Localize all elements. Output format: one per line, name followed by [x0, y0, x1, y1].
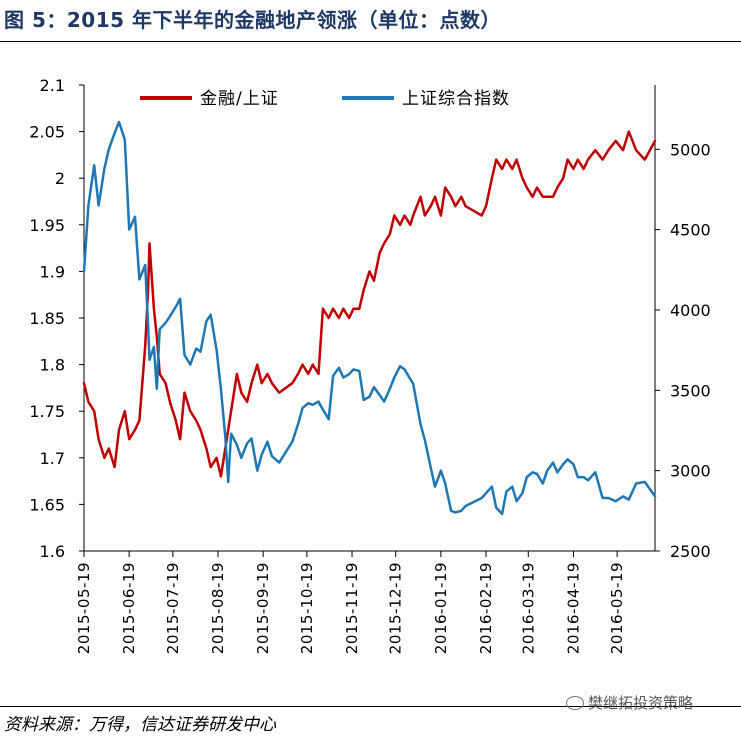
left-tick-label: 1.9	[40, 262, 65, 281]
x-tick-label: 2015-12-19	[387, 562, 405, 654]
legend-label: 上证综合指数	[402, 89, 510, 109]
left-tick-label: 1.85	[29, 309, 65, 328]
left-tick-label: 2.1	[40, 76, 65, 95]
series-line-shanghai-composite	[82, 120, 657, 516]
watermark-text: 樊继拓投资策略	[588, 694, 694, 712]
chart-axes: 1.6 1.65 1.7 1.75 1.8 1.85 1.9 1.95 2 2.05 2.1 2500…	[29, 76, 710, 654]
right-tick-label: 2500	[670, 542, 711, 561]
x-tick-label: 2015-05-19	[75, 562, 93, 654]
left-tick-label: 1.6	[40, 542, 65, 561]
series-layer	[82, 120, 657, 516]
x-tick-label: 2015-06-19	[120, 562, 138, 654]
x-tick-label: 2015-08-19	[209, 562, 227, 654]
chart-legend: 金融/上证 上证综合指数	[140, 89, 510, 109]
source-note: 资料来源：万得，信达证券研发中心	[4, 715, 276, 735]
left-tick-label: 1.7	[40, 449, 65, 468]
left-tick-label: 2	[55, 169, 65, 188]
footer-divider	[0, 706, 741, 707]
right-tick-label: 3500	[670, 381, 711, 400]
x-tick-label: 2016-02-19	[477, 562, 495, 654]
right-tick-label: 4000	[670, 301, 711, 320]
x-tick-label: 2016-03-19	[519, 562, 537, 654]
x-tick-label: 2016-05-19	[608, 562, 626, 654]
legend-label: 金融/上证	[200, 89, 279, 109]
line-chart: 1.6 1.65 1.7 1.75 1.8 1.85 1.9 1.95 2 2.05 2.1 2500…	[29, 76, 710, 654]
right-tick-label: 3000	[670, 462, 711, 481]
left-tick-label: 1.8	[40, 356, 65, 375]
x-tick-label: 2015-09-19	[254, 562, 272, 654]
series-line-finance-ratio	[82, 130, 657, 478]
x-tick-label: 2016-04-19	[564, 562, 582, 654]
title-divider	[0, 41, 741, 42]
chart-title: 图 5：2015 年下半年的金融地产领涨（单位：点数）	[4, 8, 502, 32]
left-tick-label: 2.05	[29, 123, 65, 142]
left-tick-label: 1.95	[29, 216, 65, 235]
right-tick-label: 4500	[670, 221, 711, 240]
x-tick-label: 2015-07-19	[164, 562, 182, 654]
right-tick-label: 5000	[670, 140, 711, 159]
left-tick-label: 1.65	[29, 495, 65, 514]
x-tick-label: 2016-01-19	[432, 562, 450, 654]
x-tick-label: 2015-10-19	[298, 562, 316, 654]
wechat-icon	[566, 695, 584, 710]
left-tick-label: 1.75	[29, 402, 65, 421]
watermark: 樊继拓投资策略	[566, 692, 693, 713]
x-tick-label: 2015-11-19	[343, 562, 361, 654]
